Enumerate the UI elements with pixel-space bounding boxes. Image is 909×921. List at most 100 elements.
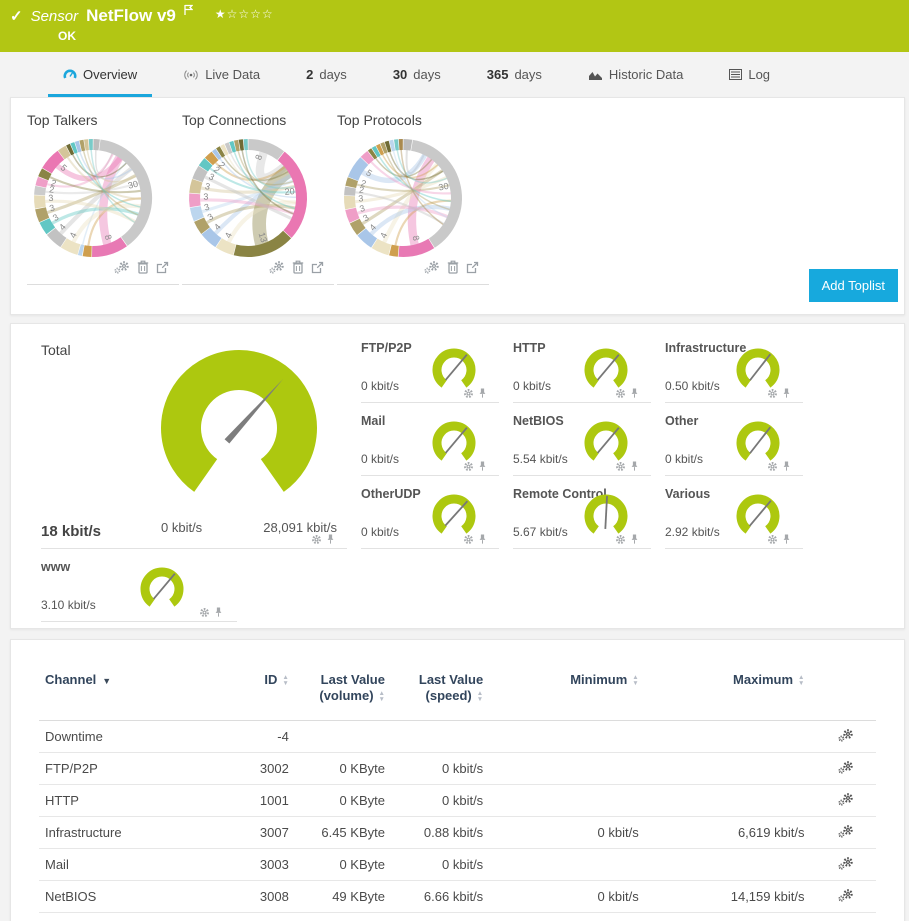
- header-last-speed[interactable]: Last Value (speed) ▲ ▼: [390, 666, 490, 721]
- settings-gears-icon[interactable]: [269, 260, 285, 279]
- external-link-icon[interactable]: [311, 261, 324, 279]
- delete-icon[interactable]: [137, 260, 149, 279]
- settings-gears-icon[interactable]: [838, 856, 854, 870]
- gear-icon[interactable]: [463, 388, 474, 399]
- channel-settings-cell: [810, 880, 876, 913]
- rating-stars[interactable]: ★☆☆☆☆: [214, 7, 274, 21]
- pin-icon[interactable]: [478, 533, 487, 545]
- header-last-volume[interactable]: Last Value (volume) ▲ ▼: [294, 666, 391, 721]
- channel-row: Mail 3003 0 KByte 0 kbit/s: [39, 848, 876, 881]
- pin-icon[interactable]: [630, 533, 639, 545]
- gauge-actions: [767, 460, 791, 472]
- gear-icon[interactable]: [767, 461, 778, 472]
- caret-down-icon[interactable]: ▼: [102, 676, 112, 686]
- gauge-label: NetBIOS: [513, 414, 564, 428]
- svg-text:8: 8: [253, 153, 264, 161]
- gear-icon[interactable]: [767, 534, 778, 545]
- gauge-label: HTTP: [513, 341, 546, 355]
- gauge-actions: [615, 460, 639, 472]
- settings-gears-icon[interactable]: [838, 888, 854, 902]
- status-check-icon: ✓: [10, 8, 23, 25]
- gauge-actions: [767, 533, 791, 545]
- header-channel[interactable]: Channel ▼: [39, 666, 222, 721]
- settings-gears-icon[interactable]: [838, 760, 854, 774]
- gear-icon[interactable]: [615, 534, 626, 545]
- tab-365-days[interactable]: 365 days: [486, 67, 542, 82]
- pin-icon[interactable]: [782, 533, 791, 545]
- settings-gears-icon[interactable]: [838, 824, 854, 838]
- toplist-card-top-connections: Top Connections 8 20 13 4 4 3 3 3 3 3 2 2: [182, 112, 334, 285]
- channel-value-cell: 6.66 kbit/s: [390, 880, 490, 913]
- header-maximum[interactable]: Maximum ▲ ▼: [644, 666, 811, 721]
- gauge-cell-ftp-p2p: FTP/P2P 0 kbit/s: [361, 330, 499, 403]
- pin-icon[interactable]: [630, 460, 639, 472]
- sort-icon[interactable]: ▲ ▼: [632, 674, 639, 687]
- svg-text:3: 3: [51, 212, 61, 223]
- sensor-title: NetFlow v9: [86, 6, 176, 25]
- channel-value-cell: 6,619 kbit/s: [644, 816, 811, 849]
- channel-value-cell: 0 KByte: [294, 848, 391, 881]
- pin-icon[interactable]: [326, 533, 335, 545]
- gauge-chart: [432, 494, 476, 534]
- svg-text:2: 2: [49, 184, 55, 195]
- gauge-value: 0 kbit/s: [361, 525, 400, 539]
- gauge-value: 0 kbit/s: [513, 379, 552, 393]
- pin-icon[interactable]: [478, 387, 487, 399]
- delete-icon[interactable]: [447, 260, 459, 279]
- sort-icon[interactable]: ▲ ▼: [282, 674, 289, 687]
- gauge-icon: [63, 69, 77, 79]
- header-id[interactable]: ID ▲ ▼: [221, 666, 295, 721]
- pin-icon[interactable]: [782, 460, 791, 472]
- gauge-cell-otherudp: OtherUDP 0 kbit/s: [361, 476, 499, 549]
- pin-icon[interactable]: [478, 460, 487, 472]
- gear-icon[interactable]: [615, 461, 626, 472]
- tab-30-days[interactable]: 30 days: [392, 67, 441, 82]
- settings-gears-icon[interactable]: [838, 728, 854, 742]
- header-minimum[interactable]: Minimum ▲ ▼: [489, 666, 645, 721]
- gauge-chart: [432, 421, 476, 461]
- settings-gears-icon[interactable]: [838, 792, 854, 806]
- toplist-actions: [182, 260, 334, 285]
- channel-settings-cell: [810, 816, 876, 849]
- channel-value-cell: 0 kbit/s: [390, 752, 490, 785]
- svg-text:3: 3: [48, 193, 54, 203]
- log-list-icon: [729, 69, 743, 80]
- area-chart-icon: [588, 71, 602, 80]
- external-link-icon[interactable]: [466, 261, 479, 279]
- settings-gears-icon[interactable]: [114, 260, 130, 279]
- gear-icon[interactable]: [463, 534, 474, 545]
- tab-historic-data[interactable]: Historic Data: [565, 52, 706, 97]
- tab-live-data[interactable]: Live Data: [160, 52, 283, 97]
- svg-text:4: 4: [367, 222, 378, 232]
- channel-name-cell: NetBIOS: [39, 880, 222, 913]
- delete-icon[interactable]: [292, 260, 304, 279]
- gear-icon[interactable]: [615, 388, 626, 399]
- gauge-cell-netbios: NetBIOS 5.54 kbit/s: [513, 403, 651, 476]
- sort-icon[interactable]: ▲ ▼: [798, 674, 805, 687]
- gear-icon[interactable]: [311, 534, 322, 545]
- tab-2-days[interactable]: 2 days: [306, 67, 347, 82]
- gear-icon[interactable]: [767, 388, 778, 399]
- settings-gears-icon[interactable]: [424, 260, 440, 279]
- sort-icon[interactable]: ▲ ▼: [378, 690, 385, 703]
- sensor-kind-label: Sensor: [30, 7, 79, 25]
- flag-icon[interactable]: [184, 3, 194, 21]
- pin-icon[interactable]: [630, 387, 639, 399]
- gauge-chart: [140, 567, 184, 607]
- status-badge: OK: [58, 29, 76, 43]
- pin-icon[interactable]: [214, 606, 223, 618]
- svg-text:3: 3: [206, 211, 215, 222]
- external-link-icon[interactable]: [156, 261, 169, 279]
- gauges-panel: Total 0 kbit/s 28,091 kbit/s 18 kbit/s F…: [10, 323, 905, 629]
- add-toplist-button[interactable]: Add Toplist: [808, 269, 898, 302]
- gear-icon[interactable]: [463, 461, 474, 472]
- tab-overview[interactable]: Overview: [40, 52, 160, 97]
- gear-icon[interactable]: [199, 607, 210, 618]
- tab-log[interactable]: Log: [706, 52, 793, 97]
- sort-icon[interactable]: ▲ ▼: [476, 690, 484, 703]
- gauge-label: OtherUDP: [361, 487, 421, 501]
- pin-icon[interactable]: [782, 387, 791, 399]
